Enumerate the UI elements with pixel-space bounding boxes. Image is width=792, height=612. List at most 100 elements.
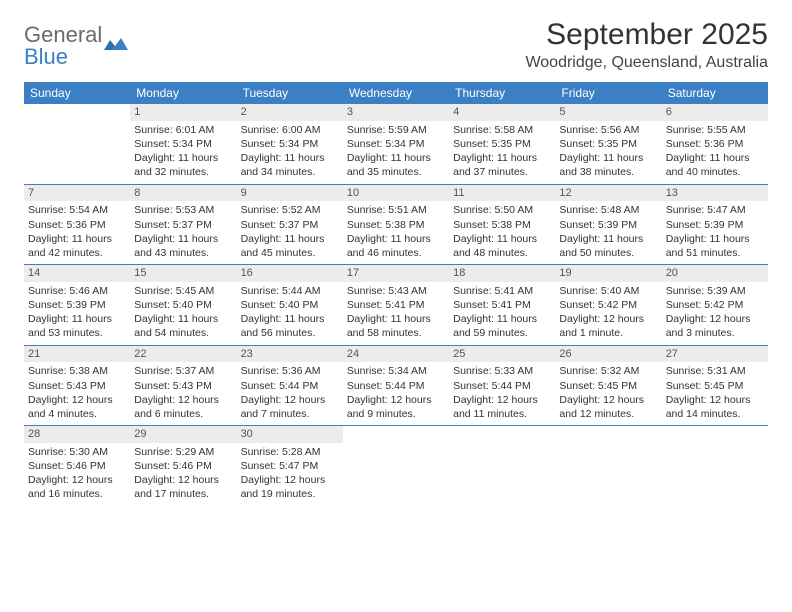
day-cell: 8Sunrise: 5:53 AMSunset: 5:37 PMDaylight… bbox=[130, 185, 236, 265]
sunset-text: Sunset: 5:35 PM bbox=[453, 137, 551, 151]
sunset-text: Sunset: 5:39 PM bbox=[28, 298, 126, 312]
day-header-cell: Saturday bbox=[662, 82, 768, 104]
day-number: 12 bbox=[555, 185, 661, 202]
sunrise-text: Sunrise: 5:56 AM bbox=[559, 123, 657, 137]
day-cell: 15Sunrise: 5:45 AMSunset: 5:40 PMDayligh… bbox=[130, 265, 236, 345]
sunset-text: Sunset: 5:38 PM bbox=[453, 218, 551, 232]
day-cell: . bbox=[449, 426, 555, 506]
sunrise-text: Sunrise: 5:44 AM bbox=[241, 284, 339, 298]
daylight-text: Daylight: 11 hours and 58 minutes. bbox=[347, 312, 445, 340]
sunset-text: Sunset: 5:38 PM bbox=[347, 218, 445, 232]
day-cell: 16Sunrise: 5:44 AMSunset: 5:40 PMDayligh… bbox=[237, 265, 343, 345]
day-number: 21 bbox=[24, 346, 130, 363]
daylight-text: Daylight: 12 hours and 12 minutes. bbox=[559, 393, 657, 421]
daylight-text: Daylight: 12 hours and 19 minutes. bbox=[241, 473, 339, 501]
day-number: 30 bbox=[237, 426, 343, 443]
daylight-text: Daylight: 12 hours and 4 minutes. bbox=[28, 393, 126, 421]
day-cell: . bbox=[662, 426, 768, 506]
day-cell: 12Sunrise: 5:48 AMSunset: 5:39 PMDayligh… bbox=[555, 185, 661, 265]
sunrise-text: Sunrise: 5:37 AM bbox=[134, 364, 232, 378]
daylight-text: Daylight: 11 hours and 32 minutes. bbox=[134, 151, 232, 179]
day-header-cell: Friday bbox=[555, 82, 661, 104]
day-number: 2 bbox=[237, 104, 343, 121]
sunset-text: Sunset: 5:34 PM bbox=[241, 137, 339, 151]
daylight-text: Daylight: 12 hours and 9 minutes. bbox=[347, 393, 445, 421]
sunrise-text: Sunrise: 5:45 AM bbox=[134, 284, 232, 298]
sunset-text: Sunset: 5:46 PM bbox=[28, 459, 126, 473]
sunrise-text: Sunrise: 5:38 AM bbox=[28, 364, 126, 378]
day-cell: 30Sunrise: 5:28 AMSunset: 5:47 PMDayligh… bbox=[237, 426, 343, 506]
week-row: 28Sunrise: 5:30 AMSunset: 5:46 PMDayligh… bbox=[24, 425, 768, 506]
week-row: .1Sunrise: 6:01 AMSunset: 5:34 PMDayligh… bbox=[24, 104, 768, 184]
week-row: 21Sunrise: 5:38 AMSunset: 5:43 PMDayligh… bbox=[24, 345, 768, 426]
day-number: 28 bbox=[24, 426, 130, 443]
day-cell: 27Sunrise: 5:31 AMSunset: 5:45 PMDayligh… bbox=[662, 346, 768, 426]
daylight-text: Daylight: 11 hours and 56 minutes. bbox=[241, 312, 339, 340]
sunrise-text: Sunrise: 5:36 AM bbox=[241, 364, 339, 378]
week-row: 7Sunrise: 5:54 AMSunset: 5:36 PMDaylight… bbox=[24, 184, 768, 265]
day-header-cell: Tuesday bbox=[237, 82, 343, 104]
daylight-text: Daylight: 11 hours and 51 minutes. bbox=[666, 232, 764, 260]
logo-text: General Blue bbox=[24, 24, 102, 68]
sunrise-text: Sunrise: 5:28 AM bbox=[241, 445, 339, 459]
day-number: 5 bbox=[555, 104, 661, 121]
sunrise-text: Sunrise: 5:29 AM bbox=[134, 445, 232, 459]
day-number: 22 bbox=[130, 346, 236, 363]
sunrise-text: Sunrise: 5:43 AM bbox=[347, 284, 445, 298]
day-number: 15 bbox=[130, 265, 236, 282]
day-cell: 14Sunrise: 5:46 AMSunset: 5:39 PMDayligh… bbox=[24, 265, 130, 345]
sunrise-text: Sunrise: 5:55 AM bbox=[666, 123, 764, 137]
day-number: 7 bbox=[24, 185, 130, 202]
day-header-cell: Thursday bbox=[449, 82, 555, 104]
logo-mark-icon bbox=[104, 34, 130, 59]
sunset-text: Sunset: 5:45 PM bbox=[559, 379, 657, 393]
sunset-text: Sunset: 5:37 PM bbox=[241, 218, 339, 232]
sunset-text: Sunset: 5:35 PM bbox=[559, 137, 657, 151]
sunset-text: Sunset: 5:42 PM bbox=[666, 298, 764, 312]
sunrise-text: Sunrise: 5:51 AM bbox=[347, 203, 445, 217]
day-cell: 13Sunrise: 5:47 AMSunset: 5:39 PMDayligh… bbox=[662, 185, 768, 265]
daylight-text: Daylight: 11 hours and 43 minutes. bbox=[134, 232, 232, 260]
day-number: 9 bbox=[237, 185, 343, 202]
sunrise-text: Sunrise: 5:54 AM bbox=[28, 203, 126, 217]
sunset-text: Sunset: 5:36 PM bbox=[28, 218, 126, 232]
day-number: 8 bbox=[130, 185, 236, 202]
day-cell: 18Sunrise: 5:41 AMSunset: 5:41 PMDayligh… bbox=[449, 265, 555, 345]
day-header-cell: Wednesday bbox=[343, 82, 449, 104]
day-number: 13 bbox=[662, 185, 768, 202]
calendar-page: General Blue September 2025 Woodridge, Q… bbox=[0, 0, 792, 506]
day-cell: 25Sunrise: 5:33 AMSunset: 5:44 PMDayligh… bbox=[449, 346, 555, 426]
day-number: 10 bbox=[343, 185, 449, 202]
day-number: 3 bbox=[343, 104, 449, 121]
daylight-text: Daylight: 11 hours and 35 minutes. bbox=[347, 151, 445, 179]
sunrise-text: Sunrise: 5:52 AM bbox=[241, 203, 339, 217]
page-header: General Blue September 2025 Woodridge, Q… bbox=[24, 18, 768, 72]
day-cell: 23Sunrise: 5:36 AMSunset: 5:44 PMDayligh… bbox=[237, 346, 343, 426]
sunset-text: Sunset: 5:41 PM bbox=[347, 298, 445, 312]
day-header-cell: Sunday bbox=[24, 82, 130, 104]
sunset-text: Sunset: 5:39 PM bbox=[666, 218, 764, 232]
sunset-text: Sunset: 5:46 PM bbox=[134, 459, 232, 473]
day-cell: 4Sunrise: 5:58 AMSunset: 5:35 PMDaylight… bbox=[449, 104, 555, 184]
day-number: 4 bbox=[449, 104, 555, 121]
sunrise-text: Sunrise: 5:30 AM bbox=[28, 445, 126, 459]
day-number: 18 bbox=[449, 265, 555, 282]
sunset-text: Sunset: 5:36 PM bbox=[666, 137, 764, 151]
sunrise-text: Sunrise: 5:58 AM bbox=[453, 123, 551, 137]
day-cell: 17Sunrise: 5:43 AMSunset: 5:41 PMDayligh… bbox=[343, 265, 449, 345]
sunrise-text: Sunrise: 5:33 AM bbox=[453, 364, 551, 378]
sunrise-text: Sunrise: 5:59 AM bbox=[347, 123, 445, 137]
sunrise-text: Sunrise: 5:48 AM bbox=[559, 203, 657, 217]
daylight-text: Daylight: 12 hours and 11 minutes. bbox=[453, 393, 551, 421]
sunrise-text: Sunrise: 5:41 AM bbox=[453, 284, 551, 298]
daylight-text: Daylight: 11 hours and 42 minutes. bbox=[28, 232, 126, 260]
day-cell: . bbox=[24, 104, 130, 184]
sunrise-text: Sunrise: 6:01 AM bbox=[134, 123, 232, 137]
sunset-text: Sunset: 5:42 PM bbox=[559, 298, 657, 312]
day-cell: 22Sunrise: 5:37 AMSunset: 5:43 PMDayligh… bbox=[130, 346, 236, 426]
sunset-text: Sunset: 5:34 PM bbox=[134, 137, 232, 151]
day-header-row: SundayMondayTuesdayWednesdayThursdayFrid… bbox=[24, 82, 768, 104]
sunrise-text: Sunrise: 5:47 AM bbox=[666, 203, 764, 217]
title-block: September 2025 Woodridge, Queensland, Au… bbox=[525, 18, 768, 72]
day-cell: 6Sunrise: 5:55 AMSunset: 5:36 PMDaylight… bbox=[662, 104, 768, 184]
